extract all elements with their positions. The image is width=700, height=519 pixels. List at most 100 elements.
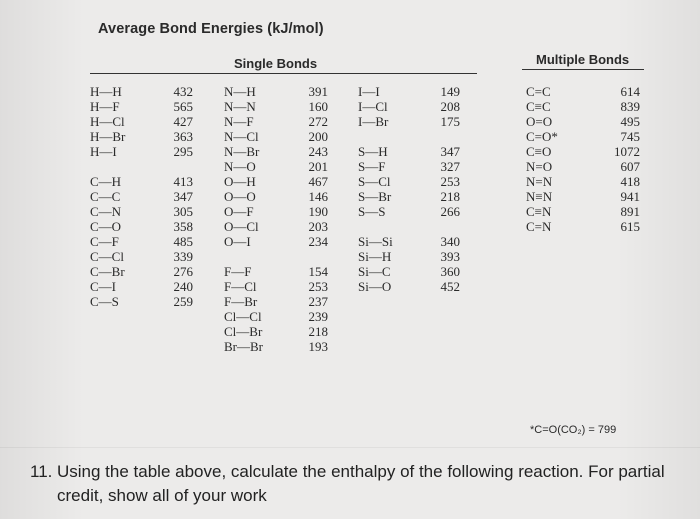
bond-energy-value: 347 (440, 144, 461, 159)
bond-energy-value: 200 (308, 129, 329, 144)
bond-label: N—F (224, 114, 254, 129)
bond-label: C=C (526, 84, 551, 99)
bond-label: C—S (90, 294, 119, 309)
bond-energy-value: 391 (308, 84, 329, 99)
bond-energy-value: 839 (620, 99, 641, 114)
bond-energy-value: 193 (308, 339, 329, 354)
bond-energy-value: 218 (440, 189, 461, 204)
bond-label: Cl—Cl (224, 309, 262, 324)
multiple-bonds-header: Multiple Bonds (536, 52, 630, 67)
bond-label: Si—O (358, 279, 392, 294)
bond-energy-value: 607 (620, 159, 641, 174)
bond-label: C—H (90, 174, 122, 189)
bond-label: Si—C (358, 264, 391, 279)
bond-label: C—N (90, 204, 122, 219)
bond-energy-value: 360 (440, 264, 461, 279)
bond-energy-value: 234 (308, 234, 329, 249)
bond-energy-value: 347 (173, 189, 194, 204)
bond-energy-value: 358 (173, 219, 194, 234)
bond-label: S—F (358, 159, 386, 174)
bond-energy-value: 413 (173, 174, 194, 189)
bond-label: C=N (526, 219, 552, 234)
bond-energy-value: 305 (173, 204, 194, 219)
page-divider (0, 447, 700, 448)
bond-energy-value: 1072 (614, 144, 640, 159)
bond-energy-value: 208 (440, 99, 461, 114)
bond-label: O—O (224, 189, 256, 204)
bond-label: S—H (358, 144, 388, 159)
bond-label: F—F (224, 264, 252, 279)
bond-label: I—I (358, 84, 380, 99)
bond-energy-value: 276 (173, 264, 194, 279)
bond-label: C—I (90, 279, 116, 294)
bond-label: F—Br (224, 294, 258, 309)
bond-label: Si—H (358, 249, 392, 264)
bond-label: F—Cl (224, 279, 257, 294)
bond-energy-value: 175 (440, 114, 461, 129)
bond-label: O—H (224, 174, 256, 189)
bond-energy-value: 339 (173, 249, 194, 264)
bond-label: H—I (90, 144, 117, 159)
bond-label: C≡N (526, 204, 552, 219)
single-bonds-rule (90, 73, 477, 74)
bond-energy-value: 432 (173, 84, 194, 99)
bond-energy-value: 149 (440, 84, 461, 99)
question-text: Using the table above, calculate the ent… (57, 462, 665, 505)
bond-energy-value: 218 (308, 324, 329, 339)
bond-label: C≡O (526, 144, 552, 159)
bond-label: H—Cl (90, 114, 125, 129)
bond-label: I—Cl (358, 99, 388, 114)
bond-label: C—O (90, 219, 122, 234)
bond-energy-value: 266 (440, 204, 461, 219)
multiple-bonds-rule (522, 69, 644, 70)
bond-energy-value: 565 (173, 99, 194, 114)
bond-label: C—Cl (90, 249, 124, 264)
bond-energy-value: 253 (308, 279, 329, 294)
bond-label: I—Br (358, 114, 389, 129)
bond-label: N=N (526, 174, 553, 189)
bond-energy-value: 154 (308, 264, 329, 279)
bond-label: S—S (358, 204, 386, 219)
bond-energy-value: 427 (173, 114, 194, 129)
bond-label: N≡N (526, 189, 553, 204)
bond-label: C≡C (526, 99, 551, 114)
bond-energy-value: 237 (308, 294, 329, 309)
bond-energy-value: 393 (440, 249, 461, 264)
bond-label: Si—Si (358, 234, 393, 249)
bond-label: N—H (224, 84, 256, 99)
bond-energy-value: 327 (440, 159, 461, 174)
bond-label: N=O (526, 159, 553, 174)
bond-label: S—Br (358, 189, 392, 204)
bond-energy-value: 495 (620, 114, 641, 129)
bond-energy-value: 941 (620, 189, 641, 204)
bond-energy-value: 615 (620, 219, 641, 234)
bond-energy-value: 452 (440, 279, 461, 294)
bond-label: H—F (90, 99, 120, 114)
single-bonds-header: Single Bonds (234, 56, 318, 71)
footnote: *C=O(CO₂) = 799 (530, 424, 617, 436)
bond-label: O—F (224, 204, 254, 219)
bond-energy-value: 146 (308, 189, 329, 204)
bond-energy-value: 272 (308, 114, 329, 129)
bond-label: C—C (90, 189, 121, 204)
bond-energy-value: 259 (173, 294, 194, 309)
bond-label: O=O (526, 114, 553, 129)
bond-label: C—Br (90, 264, 125, 279)
question-number: 11. (30, 462, 53, 481)
bond-label: C—F (90, 234, 119, 249)
bond-energy-value: 201 (308, 159, 329, 174)
table-title: Average Bond Energies (kJ/mol) (98, 21, 324, 37)
bond-label: O—Cl (224, 219, 259, 234)
bond-energy-value: 295 (173, 144, 194, 159)
bond-label: N—N (224, 99, 256, 114)
bond-energy-value: 240 (173, 279, 194, 294)
bond-energy-value: 190 (308, 204, 329, 219)
bond-energy-value: 891 (620, 204, 641, 219)
bond-energy-value: 467 (308, 174, 329, 189)
bond-energy-value: 203 (308, 219, 329, 234)
bond-energy-value: 614 (620, 84, 641, 99)
bond-label: H—H (90, 84, 122, 99)
bond-label: N—Cl (224, 129, 259, 144)
bond-energy-value: 485 (173, 234, 194, 249)
bond-energy-value: 239 (308, 309, 329, 324)
